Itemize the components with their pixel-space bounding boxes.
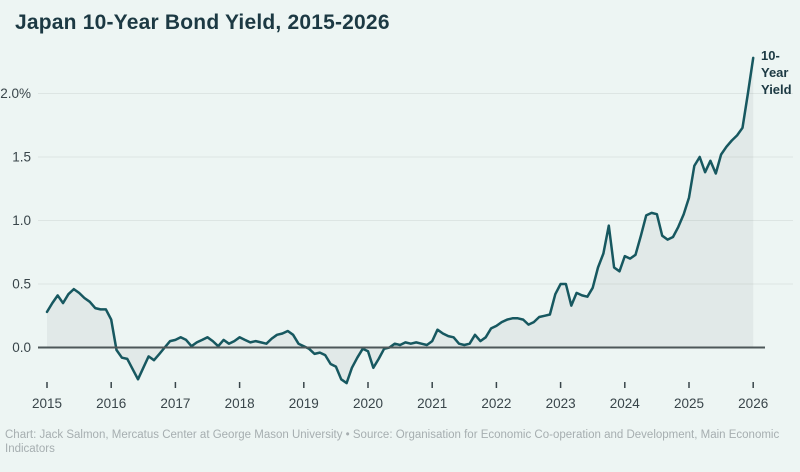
x-axis-label: 2016 bbox=[96, 396, 126, 411]
bond-yield-chart: 0.0 0.5 1.0 1.5 2.0% 2015 2016 2017 2018 2019 2020… bbox=[0, 56, 793, 411]
chart-title: Japan 10-Year Bond Yield, 2015-2026 bbox=[15, 11, 390, 34]
y-axis-label: 0.0 bbox=[12, 340, 31, 355]
x-axis-label: 2022 bbox=[481, 396, 511, 411]
x-axis-label: 2018 bbox=[225, 396, 255, 411]
x-axis-label: 2024 bbox=[610, 396, 641, 411]
y-axis-label: 2.0% bbox=[0, 86, 31, 101]
x-axis-label: 2020 bbox=[353, 396, 383, 411]
footer-credit: Chart: Jack Salmon, Mercatus Center at G… bbox=[5, 429, 780, 455]
x-axis-label: 2015 bbox=[32, 396, 62, 411]
x-axis-label: 2017 bbox=[160, 396, 190, 411]
series-label-line: Yield bbox=[761, 82, 792, 97]
x-axis-label: 2021 bbox=[417, 396, 447, 411]
area-fill bbox=[47, 57, 754, 384]
x-axis-label: 2026 bbox=[738, 396, 768, 411]
x-axis-label: 2025 bbox=[674, 396, 704, 411]
series-label-line: Year bbox=[761, 65, 789, 80]
y-axis-label: 0.5 bbox=[12, 277, 31, 292]
series-label-line: 10- bbox=[761, 48, 780, 63]
series-label: 10- Year Yield bbox=[761, 47, 800, 98]
y-axis-label: 1.0 bbox=[12, 213, 31, 228]
x-axis-label: 2019 bbox=[289, 396, 319, 411]
y-axis-label: 1.5 bbox=[12, 150, 31, 165]
x-axis-label: 2023 bbox=[546, 396, 576, 411]
